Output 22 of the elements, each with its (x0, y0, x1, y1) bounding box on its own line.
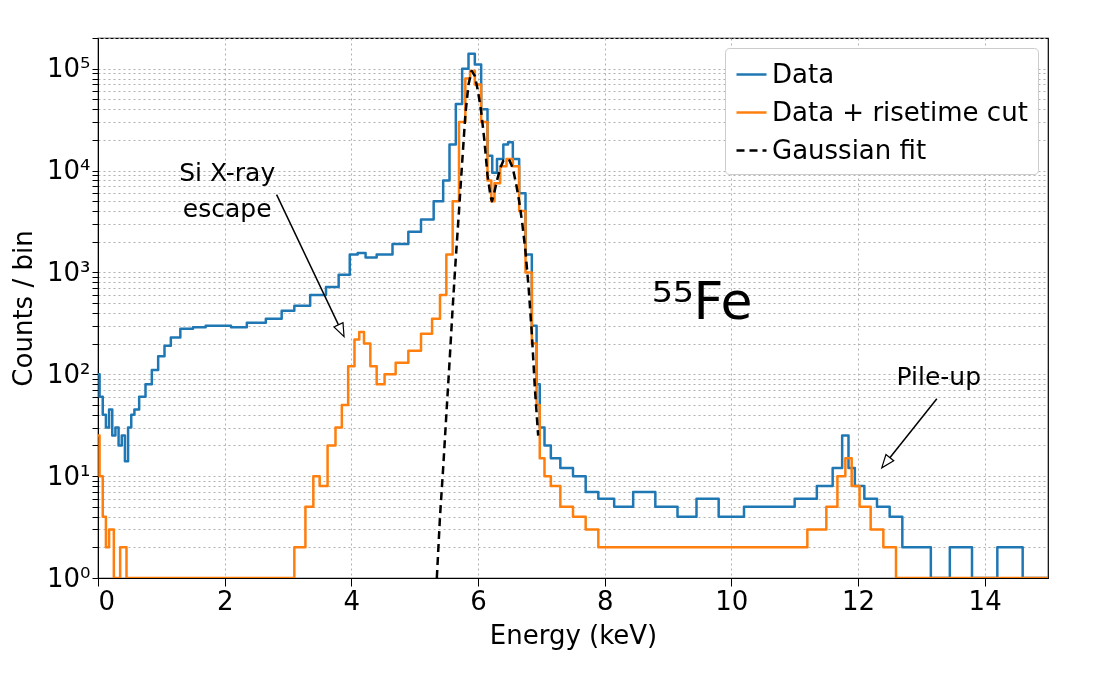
x-tick-label: 6 (470, 585, 487, 616)
annotation: Pile-up (896, 362, 982, 392)
x-tick-label: 0 (98, 585, 116, 616)
x-tick-label: 8 (596, 585, 614, 616)
legend-label: Data + risetime cut (772, 96, 1028, 127)
x-tick-label: 12 (841, 585, 876, 616)
x-tick-label: 14 (968, 585, 1002, 616)
x-axis-title: Energy (keV) (489, 619, 658, 650)
y-axis-title: Counts / bin (7, 230, 38, 387)
y-tick-label: 10¹ (46, 460, 91, 491)
legend-label: Data (772, 58, 835, 89)
x-tick-label: 4 (343, 585, 361, 616)
y-tick-label: 10⁴ (46, 155, 91, 186)
x-tick-label: 2 (216, 585, 234, 616)
y-tick-label: 10² (46, 358, 91, 389)
y-tick-label: 10³ (46, 256, 91, 287)
legend-label: Gaussian fit (772, 134, 927, 165)
annotation: Si X-ray escape (179, 158, 276, 223)
x-tick-label: 10 (715, 585, 749, 616)
y-tick-label: 10⁰ (46, 562, 91, 593)
annotation: ⁵⁵Fe (651, 270, 753, 331)
y-tick-label: 10⁵ (46, 53, 91, 84)
